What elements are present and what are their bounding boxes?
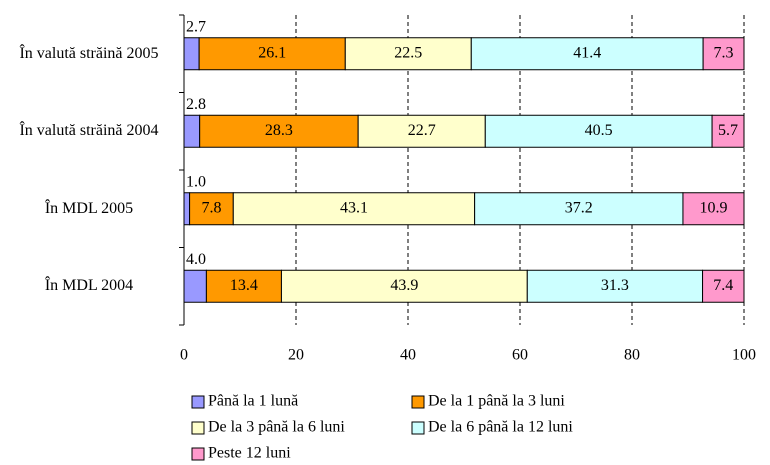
data-label: 37.2 <box>565 199 593 216</box>
bar-segment <box>357 114 486 148</box>
data-label: 40.5 <box>585 122 613 139</box>
bar-segment <box>526 269 704 303</box>
data-label: 7.8 <box>201 199 221 216</box>
data-label: 22.5 <box>394 44 422 61</box>
bar-segment <box>280 269 528 303</box>
bar-segment <box>198 37 346 71</box>
data-label: 1.0 <box>186 173 206 190</box>
data-label: 10.9 <box>699 199 727 216</box>
legend-label: Peste 12 luni <box>208 445 291 462</box>
legend-label: De la 1 până la 3 luni <box>428 393 565 410</box>
data-label: 2.7 <box>186 18 206 35</box>
x-tick-label: 60 <box>512 347 528 364</box>
legend-swatch <box>411 395 425 409</box>
legend-swatch <box>191 447 205 461</box>
legend-label: Până la 1 lună <box>208 393 298 410</box>
data-label: 22.7 <box>408 122 436 139</box>
bar-segment <box>199 114 359 148</box>
bar-segment <box>183 192 191 226</box>
bar-segment <box>183 114 201 148</box>
data-label: 5.7 <box>718 122 738 139</box>
x-tick-label: 0 <box>180 347 188 364</box>
legend-swatch <box>191 395 205 409</box>
legend-swatch <box>191 421 205 435</box>
data-label: 7.4 <box>713 277 733 294</box>
bar-segment <box>711 114 745 148</box>
x-tick-label: 100 <box>732 347 756 364</box>
data-label: 13.4 <box>230 277 258 294</box>
y-tick-label: În MDL 2004 <box>44 277 134 295</box>
data-label: 28.3 <box>265 122 293 139</box>
data-label: 26.1 <box>258 44 286 61</box>
bar-segment <box>702 37 745 71</box>
bar-segment <box>702 269 745 303</box>
bar-segment <box>344 37 472 71</box>
y-tick-label: În valută străină 2005 <box>19 44 159 62</box>
x-tick-label: 20 <box>288 347 304 364</box>
bar-segment <box>232 192 476 226</box>
data-label: 31.3 <box>601 277 629 294</box>
legend-label: De la 6 până la 12 luni <box>428 419 573 436</box>
x-tick-label: 40 <box>400 347 416 364</box>
bar-segment <box>183 37 200 71</box>
bar-segment <box>682 192 745 226</box>
data-label: 7.3 <box>714 44 734 61</box>
data-label: 43.9 <box>390 277 418 294</box>
data-label: 2.8 <box>186 96 206 113</box>
legend-swatch <box>411 421 425 435</box>
data-label: 43.1 <box>340 199 368 216</box>
x-tick-label: 80 <box>624 347 640 364</box>
data-label: 4.0 <box>186 251 206 268</box>
legend-label: De la 3 până la 6 luni <box>208 419 345 436</box>
bar-segment <box>183 269 207 303</box>
data-label: 41.4 <box>573 44 601 61</box>
y-tick-label: În valută străină 2004 <box>19 122 159 140</box>
y-tick-label: În MDL 2005 <box>44 199 134 217</box>
